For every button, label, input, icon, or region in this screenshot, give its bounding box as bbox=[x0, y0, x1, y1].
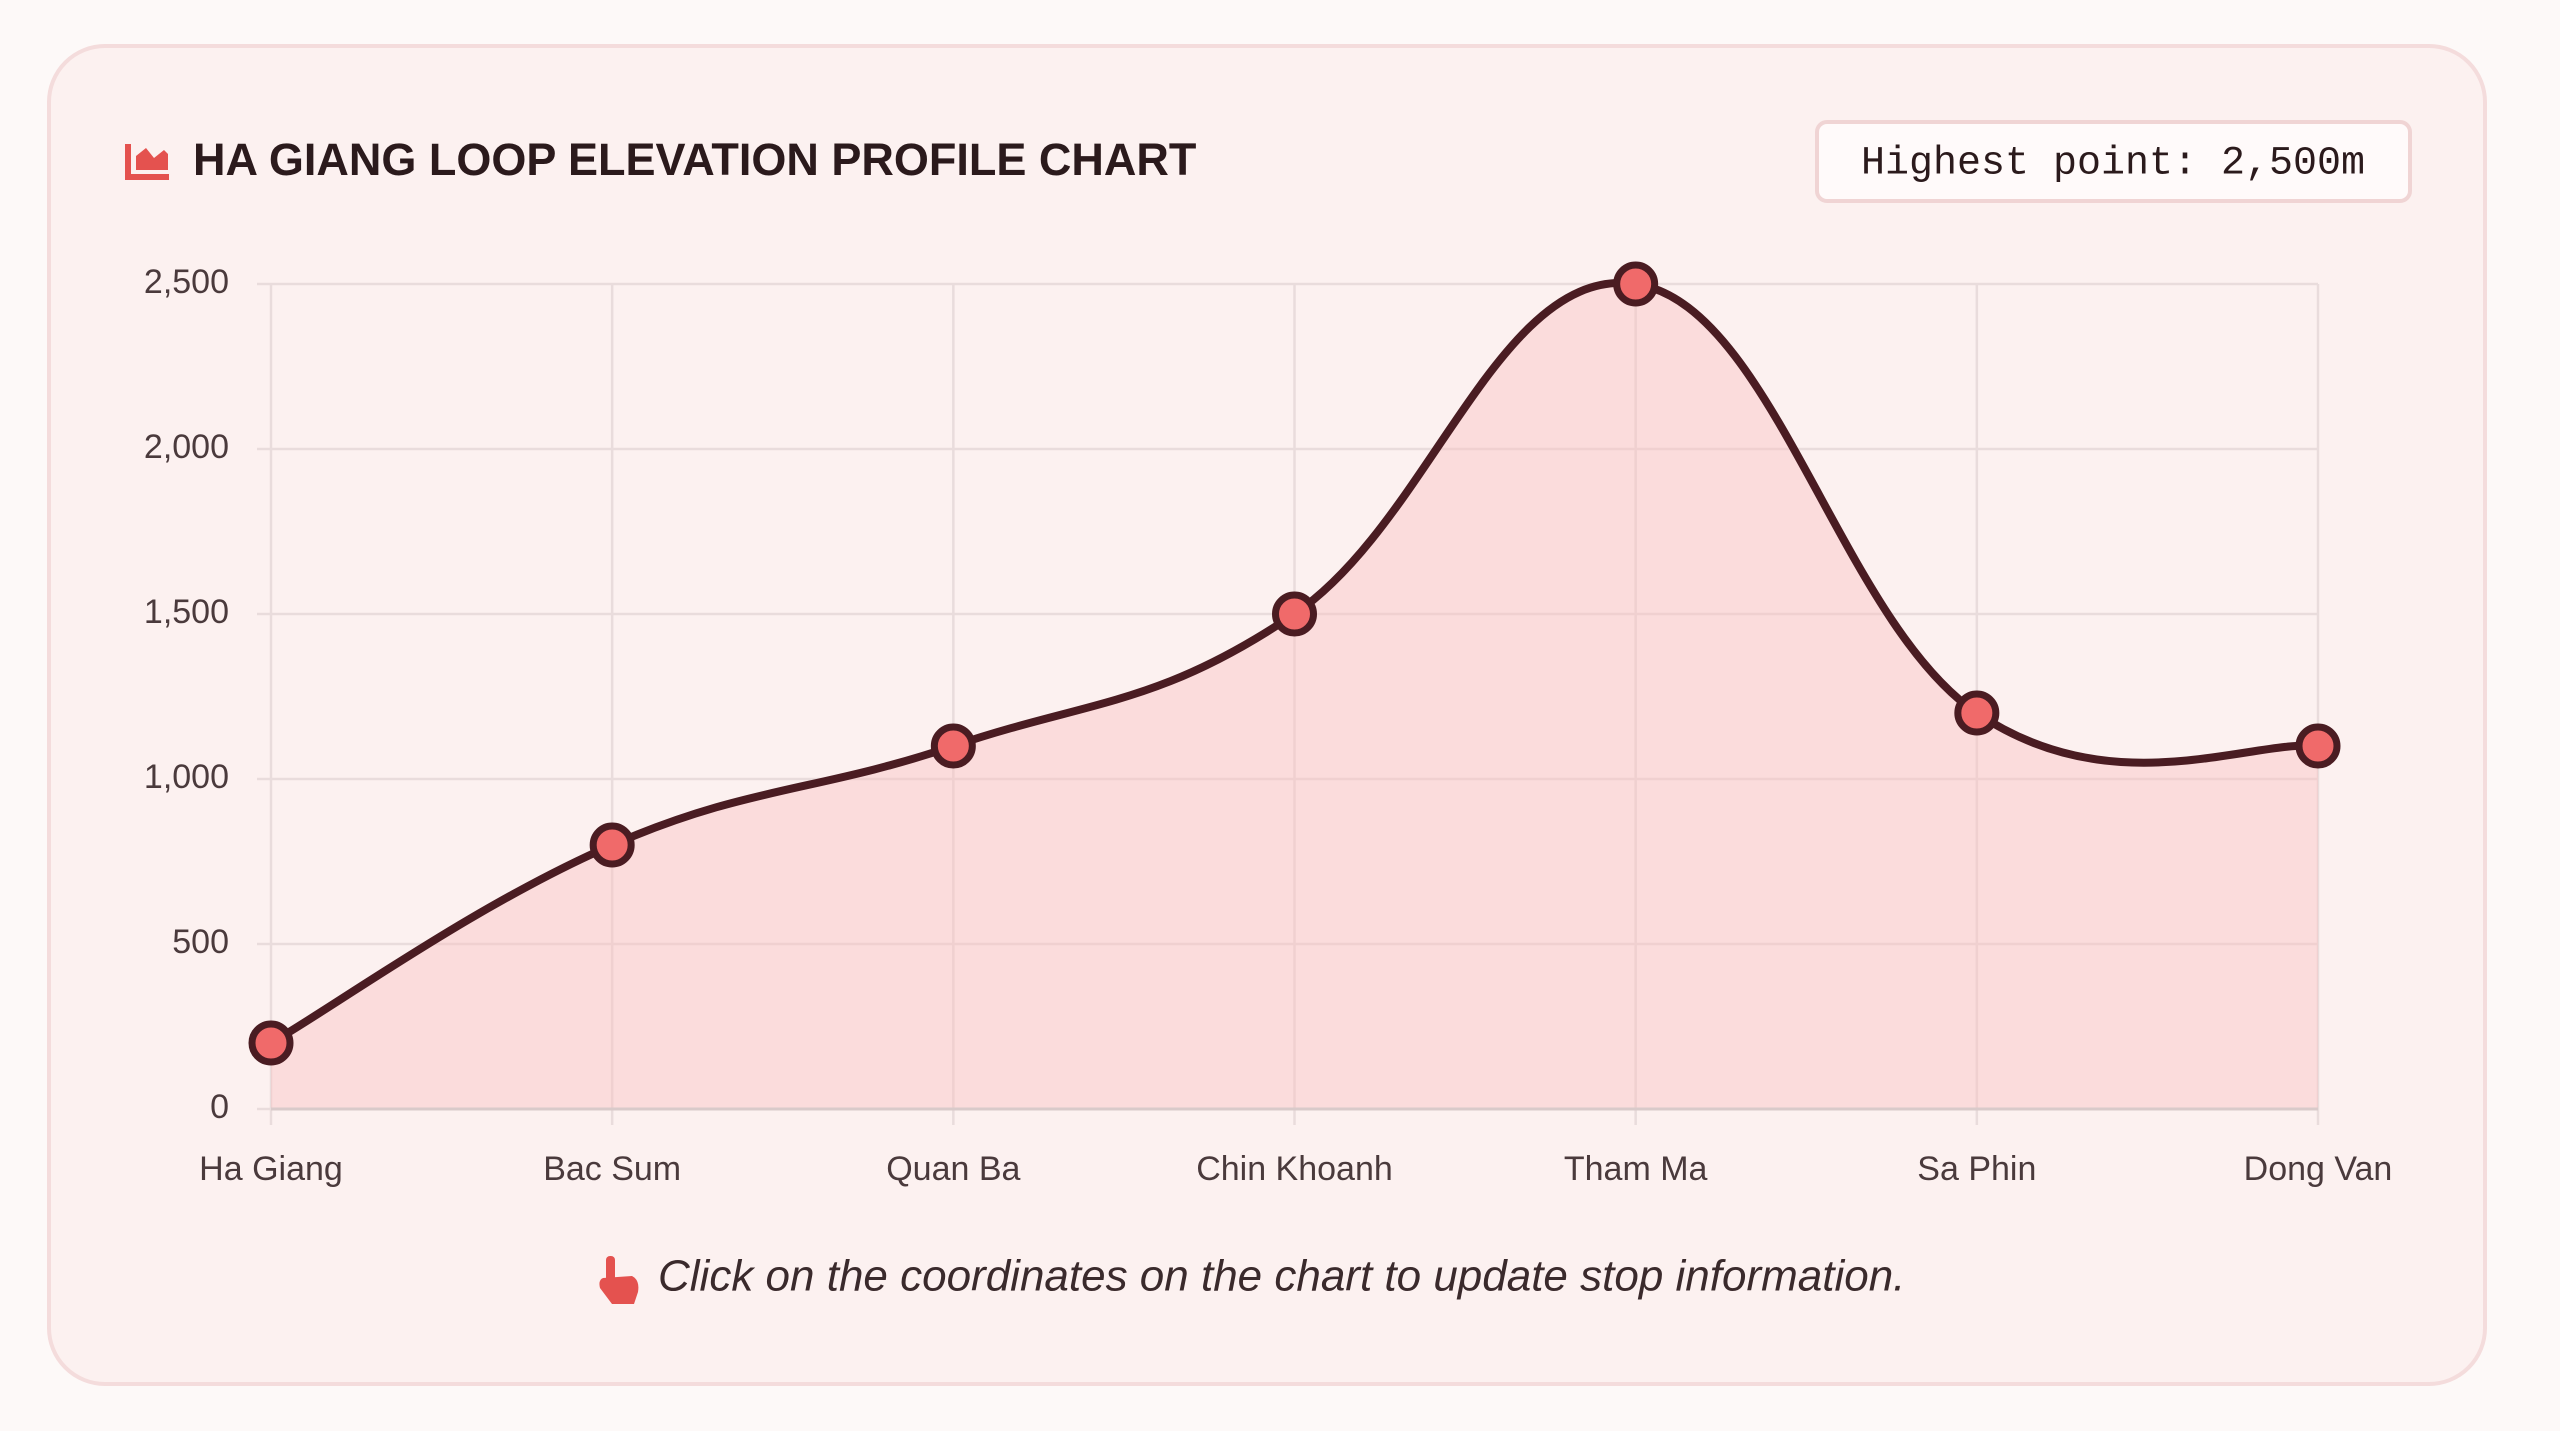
chart-title: HA GIANG LOOP ELEVATION PROFILE CHART bbox=[193, 134, 1196, 185]
y-tick-label: 1,500 bbox=[144, 593, 229, 631]
y-tick-label: 500 bbox=[172, 923, 229, 961]
badge-text: Highest point: 2,500m bbox=[1861, 142, 2365, 187]
x-tick-label: Ha Giang bbox=[199, 1150, 343, 1188]
x-tick-label: Quan Ba bbox=[886, 1150, 1020, 1188]
x-tick-label: Chin Khoanh bbox=[1196, 1150, 1393, 1188]
x-tick-label: Sa Phin bbox=[1917, 1150, 2036, 1188]
data-point[interactable] bbox=[930, 723, 976, 769]
y-tick-label: 2,000 bbox=[144, 428, 229, 466]
data-point[interactable] bbox=[589, 822, 635, 868]
y-tick-label: 2,500 bbox=[144, 263, 229, 301]
data-point[interactable] bbox=[1272, 591, 1317, 637]
data-point[interactable] bbox=[1954, 690, 2000, 736]
y-tick-label: 0 bbox=[210, 1088, 229, 1126]
area bbox=[271, 282, 2318, 1109]
badge bbox=[1815, 120, 2412, 203]
hand-icon bbox=[599, 1256, 639, 1304]
x-tick-label: Dong Van bbox=[2244, 1150, 2393, 1188]
footer-note: Click on the coordinates on the chart to… bbox=[658, 1252, 1905, 1301]
y-tick-label: 1,000 bbox=[144, 758, 229, 796]
x-tick-label: Bac Sum bbox=[543, 1150, 681, 1188]
x-tick-label: Tham Ma bbox=[1564, 1150, 1708, 1188]
data-point[interactable] bbox=[248, 1020, 294, 1066]
data-point[interactable] bbox=[1613, 261, 1659, 307]
card bbox=[47, 44, 2487, 1386]
data-point[interactable] bbox=[2295, 723, 2341, 769]
chart-icon bbox=[125, 144, 169, 180]
